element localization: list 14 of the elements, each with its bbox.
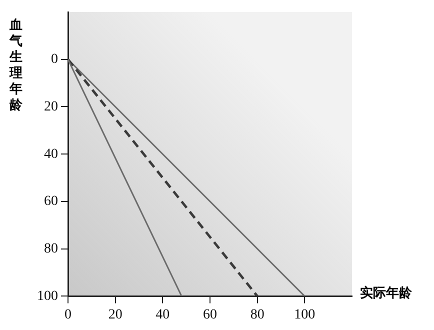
x-tick-label: 0 [64, 307, 72, 322]
x-tick-label: 40 [156, 307, 170, 322]
x-axis-title: 实际年龄 [360, 284, 412, 302]
y-tick-label: 20 [44, 99, 58, 114]
y-tick-label: 0 [51, 52, 58, 68]
y-tick-label: 80 [44, 242, 58, 257]
y-tick-label: 60 [44, 194, 58, 210]
x-tick-label: 20 [108, 307, 122, 322]
y-axis-title: 血气生理年龄 [8, 18, 24, 114]
x-tick-label: 60 [203, 307, 217, 322]
y-tick-label: 40 [44, 146, 58, 162]
y-tick-label: 100 [37, 288, 58, 304]
x-tick-label: 100 [294, 307, 316, 322]
x-tick-label: 80 [250, 307, 264, 322]
